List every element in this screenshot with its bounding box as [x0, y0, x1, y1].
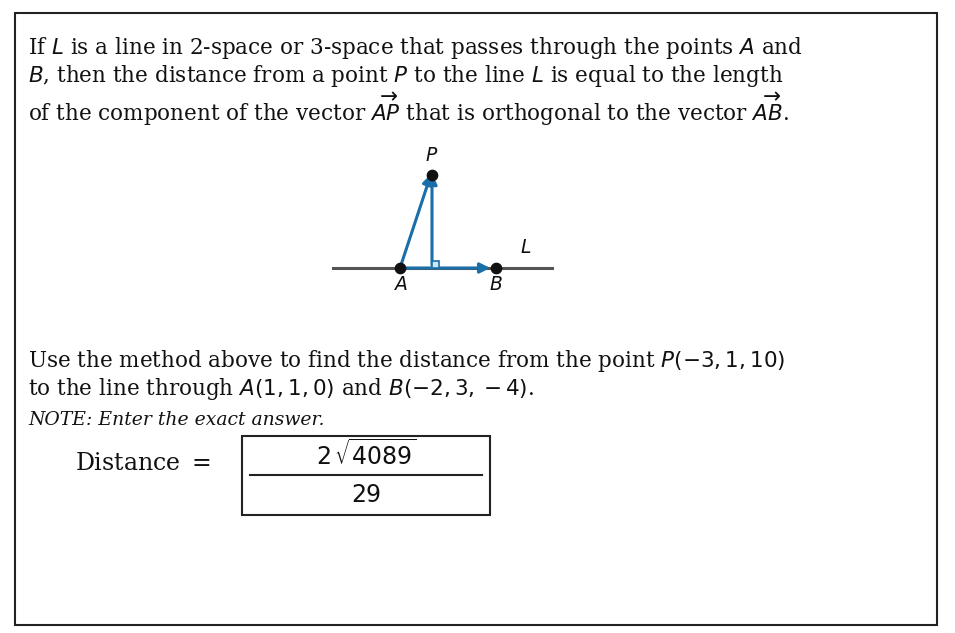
- Text: If $L$ is a line in 2-space or 3-space that passes through the points $A$ and: If $L$ is a line in 2-space or 3-space t…: [28, 35, 803, 61]
- Text: Use the method above to find the distance from the point $P(-3, 1, 10)$: Use the method above to find the distanc…: [28, 348, 785, 374]
- Point: [424, 170, 439, 180]
- Text: $A$: $A$: [393, 276, 407, 294]
- Text: NOTE: Enter the exact answer.: NOTE: Enter the exact answer.: [28, 411, 325, 429]
- Text: to the line through $A(1, 1, 0)$ and $B(-2, 3, -4)$.: to the line through $A(1, 1, 0)$ and $B(…: [28, 376, 534, 402]
- Text: $L$: $L$: [520, 239, 531, 257]
- Text: $2\,\sqrt{4089}$: $2\,\sqrt{4089}$: [316, 440, 416, 470]
- Point: [393, 263, 408, 273]
- Text: of the component of the vector $\overrightarrow{AP}$ that is orthogonal to the v: of the component of the vector $\overrig…: [28, 91, 789, 128]
- Text: $B$, then the distance from a point $P$ to the line $L$ is equal to the length: $B$, then the distance from a point $P$ …: [28, 63, 783, 89]
- Text: $29$: $29$: [351, 484, 381, 506]
- Bar: [242, 436, 490, 515]
- Bar: [432, 261, 439, 268]
- Point: [488, 263, 503, 273]
- Text: $B$: $B$: [489, 276, 503, 294]
- Text: Distance $=$: Distance $=$: [75, 451, 211, 475]
- Text: $P$: $P$: [425, 147, 438, 165]
